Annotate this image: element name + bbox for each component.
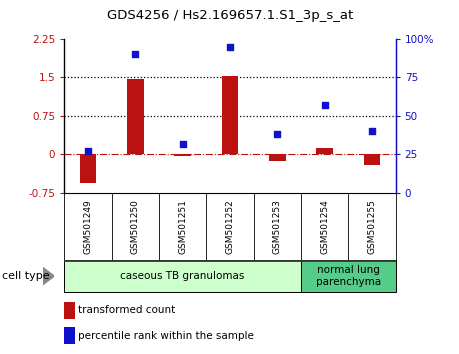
Bar bbox=[269, 154, 285, 161]
Text: percentile rank within the sample: percentile rank within the sample bbox=[78, 331, 254, 341]
Text: GSM501255: GSM501255 bbox=[367, 199, 375, 254]
Point bbox=[273, 132, 280, 137]
Point bbox=[179, 141, 186, 147]
Bar bbox=[363, 154, 380, 165]
Bar bbox=[64, 302, 75, 319]
Text: cell type: cell type bbox=[2, 271, 50, 281]
Text: GSM501253: GSM501253 bbox=[272, 199, 281, 254]
Point bbox=[226, 44, 233, 50]
Bar bbox=[64, 327, 75, 344]
Text: transformed count: transformed count bbox=[78, 306, 175, 315]
Polygon shape bbox=[43, 268, 54, 285]
Point bbox=[368, 129, 375, 134]
Point bbox=[131, 52, 139, 57]
Text: GSM501254: GSM501254 bbox=[319, 199, 328, 254]
Text: GSM501250: GSM501250 bbox=[131, 199, 140, 254]
Text: GSM501252: GSM501252 bbox=[225, 199, 234, 254]
Text: caseous TB granulomas: caseous TB granulomas bbox=[120, 271, 244, 281]
Point bbox=[320, 102, 328, 108]
Bar bbox=[300, 260, 395, 292]
Bar bbox=[64, 260, 300, 292]
Bar bbox=[316, 148, 332, 154]
Bar bbox=[79, 154, 96, 183]
Bar bbox=[127, 79, 143, 154]
Text: GSM501249: GSM501249 bbox=[84, 199, 92, 254]
Text: normal lung
parenchyma: normal lung parenchyma bbox=[315, 265, 380, 287]
Point bbox=[84, 149, 91, 154]
Text: GDS4256 / Hs2.169657.1.S1_3p_s_at: GDS4256 / Hs2.169657.1.S1_3p_s_at bbox=[106, 9, 353, 22]
Bar bbox=[174, 154, 190, 156]
Text: GSM501251: GSM501251 bbox=[178, 199, 187, 254]
Bar bbox=[221, 76, 238, 154]
